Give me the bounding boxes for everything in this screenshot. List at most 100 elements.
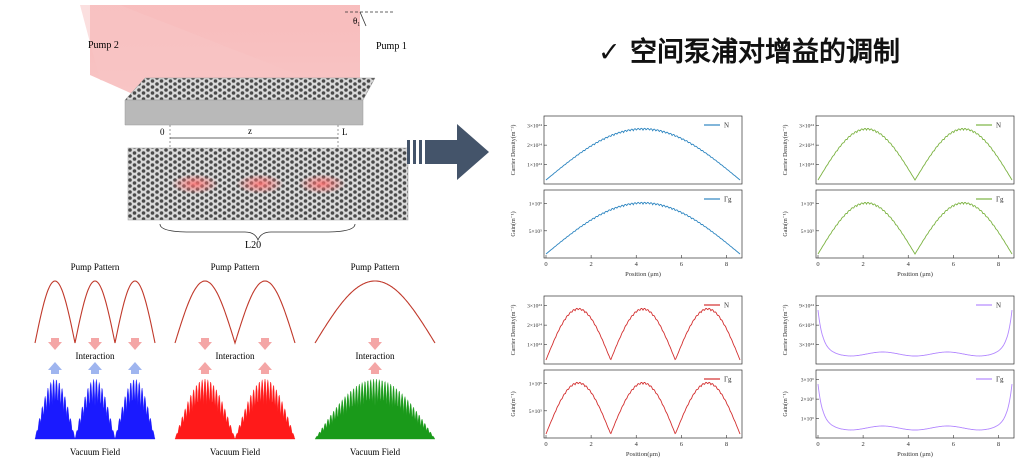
x-axis-label: Position (μm): [897, 451, 933, 458]
subplot-top: 1×10²⁴ 2×10²⁴ 3×10²⁴ Carrier Density(m⁻³) N: [510, 295, 743, 365]
legend-label: N: [724, 302, 729, 310]
slide-title: ✓ 空间泵浦对增益的调制: [598, 37, 901, 68]
up-arrow-icon: [258, 362, 272, 374]
y-axis-label: Carrier Density(m⁻³): [782, 305, 789, 356]
y-axis-label: Gain(m⁻¹): [510, 391, 517, 416]
x-axis-label: Position (μm): [897, 271, 933, 278]
subplot-top: 3×10²⁴ 6×10²⁴ 9×10²⁴ Carrier Density(m⁻³) N: [782, 295, 1015, 365]
down-arrow-icon: [48, 338, 62, 350]
legend-label: Γg: [724, 376, 732, 384]
y-tick-label: 3×10²⁴: [799, 343, 814, 349]
pattern-panel-1: Pump Pattern Interaction Vacuum Field: [34, 262, 156, 457]
y-tick-label: 1×10²⁴: [527, 163, 542, 169]
vacuum-field-label: Vacuum Field: [70, 447, 121, 457]
subplot-bottom: 5×10⁵ 1×10⁶ Gain(m⁻¹) Γg: [782, 189, 1015, 259]
y-tick-label: 3×10²⁴: [527, 124, 542, 130]
y-tick-label: 2×10²⁴: [527, 143, 542, 149]
theta-label: θ₁: [353, 16, 360, 26]
x-tick-label: 6: [952, 261, 956, 268]
x-tick-label: 0: [816, 441, 819, 448]
legend-label: Γg: [996, 196, 1004, 204]
subplot-top: 1×10²⁴ 2×10²⁴ 3×10²⁴ Carrier Density(m⁻³) N: [510, 115, 743, 185]
y-tick-label: 2×10²⁴: [527, 323, 542, 329]
pump-setup-diagram: θ₁ Pump 2 Pump 1 0 z L L20: [80, 5, 409, 250]
up-arrow-icon: [128, 362, 142, 374]
pump-pattern-curve: [34, 280, 156, 344]
vacuum-field-shape: [34, 379, 156, 440]
pattern-panel-3: Pump Pattern Interaction Vacuum Field: [314, 262, 436, 457]
chart-top-left: 1×10²⁴ 2×10²⁴ 3×10²⁴ Carrier Density(m⁻³) N 5…: [510, 115, 743, 278]
y-tick-label: 1×10²⁴: [527, 343, 542, 349]
up-arrow-icon: [368, 362, 382, 374]
plot-frame: [543, 115, 743, 185]
legend-label: N: [996, 122, 1001, 130]
arrow-icon: [407, 124, 489, 180]
x-tick-label: 4: [635, 261, 639, 268]
x-tick-label: 2: [589, 441, 592, 448]
pump-pattern-curve: [314, 280, 436, 344]
y-tick-label: 2×10⁶: [801, 397, 814, 403]
up-arrow-icon: [88, 362, 102, 374]
y-axis-label: Carrier Density(m⁻³): [510, 125, 517, 176]
chart-bottom-right: 3×10²⁴ 6×10²⁴ 9×10²⁴ Carrier Density(m⁻³) N 1…: [782, 295, 1015, 458]
interaction-label: Interaction: [356, 351, 395, 361]
down-arrow-icon: [198, 338, 212, 350]
x-tick-label: 2: [861, 441, 864, 448]
interaction-label: Interaction: [76, 351, 115, 361]
series-line-top: [545, 127, 741, 181]
x-tick-label: 4: [635, 441, 639, 448]
pump-pattern-label: Pump Pattern: [351, 262, 400, 272]
y-tick-label: 3×10⁶: [801, 378, 814, 384]
x-tick-label: 8: [725, 261, 728, 268]
x-tick-label: 4: [907, 261, 911, 268]
x-axis-label: Position(μm): [626, 451, 660, 458]
y-tick-label: 3×10²⁴: [527, 304, 542, 310]
y-axis-label: Gain(m⁻¹): [782, 391, 789, 416]
vacuum-field-shape: [174, 378, 296, 440]
subplot-top: 1×10²⁴ 2×10²⁴ 3×10²⁴ Carrier Density(m⁻³) N: [782, 115, 1015, 185]
x-axis-label: Position (μm): [625, 271, 661, 278]
x-tick-label: 4: [907, 441, 911, 448]
legend-label: Γg: [996, 376, 1004, 384]
subplot-bottom: 5×10⁵ 1×10⁶ Gain(m⁻¹) Γg: [510, 189, 743, 259]
pump-pattern-label: Pump Pattern: [211, 262, 260, 272]
y-tick-label: 1×10⁶: [529, 202, 542, 208]
x-tick-label: 8: [997, 261, 1000, 268]
series-line-top: [817, 127, 1013, 181]
y-axis-label: Gain(m⁻¹): [782, 211, 789, 236]
plot-frame: [543, 189, 743, 259]
y-tick-label: 5×10⁵: [529, 409, 542, 415]
down-arrow-icon: [88, 338, 102, 350]
x-tick-label: 8: [725, 441, 728, 448]
x-tick-label: 0: [544, 441, 547, 448]
y-tick-label: 1×10⁶: [529, 382, 542, 388]
photonic-crystal-slab: [124, 77, 376, 101]
subplot-bottom: 1×10⁶ 2×10⁶ 3×10⁶ Gain(m⁻¹) Γg: [782, 369, 1015, 439]
x-tick-label: 8: [997, 441, 1000, 448]
position-start: 0: [160, 127, 165, 137]
y-axis-label: Gain(m⁻¹): [510, 211, 517, 236]
plot-frame: [543, 369, 743, 439]
x-tick-label: 0: [816, 261, 819, 268]
pump-beam-2: [80, 5, 350, 95]
x-tick-label: 0: [544, 261, 547, 268]
y-tick-label: 1×10²⁴: [799, 163, 814, 169]
y-tick-label: 5×10⁵: [801, 229, 814, 235]
position-z: z: [248, 126, 252, 136]
x-tick-label: 2: [589, 261, 592, 268]
down-arrow-icon: [128, 338, 142, 350]
y-tick-label: 1×10⁶: [801, 417, 814, 423]
y-tick-label: 3×10²⁴: [799, 124, 814, 130]
pump-1-label: Pump 1: [376, 41, 407, 52]
plot-frame: [543, 295, 743, 365]
chart-top-right: 1×10²⁴ 2×10²⁴ 3×10²⁴ Carrier Density(m⁻³) N 5…: [782, 115, 1015, 278]
plot-frame: [815, 189, 1015, 259]
interaction-label: Interaction: [216, 351, 255, 361]
down-arrow-icon: [368, 338, 382, 350]
pump-pattern-label: Pump Pattern: [71, 262, 120, 272]
series-line-bottom: [545, 381, 741, 435]
x-tick-label: 6: [680, 261, 684, 268]
plot-frame: [815, 369, 1015, 439]
legend-label: N: [996, 302, 1001, 310]
